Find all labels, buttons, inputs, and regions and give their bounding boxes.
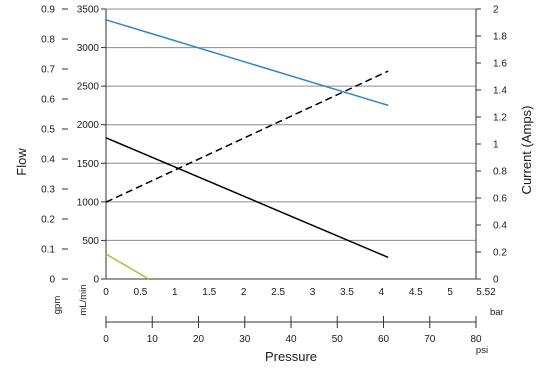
psi-tick-label: 80 [470, 334, 482, 345]
bar-tick-label: 3.5 [340, 287, 354, 298]
axes [62, 8, 481, 328]
psi-tick-label: 10 [147, 334, 159, 345]
bar-tick-label: 4.5 [409, 287, 423, 298]
amps-tick-label: 0.8 [493, 167, 507, 178]
amps-tick-label: 0.6 [493, 194, 507, 205]
psi-tick-label: 60 [378, 334, 390, 345]
gpm-tick-label: 0.1 [41, 245, 55, 256]
mlmin-tick-label: 500 [82, 236, 99, 247]
bar-tick-label: 0.5 [133, 287, 147, 298]
gpm-tick-label: 0.8 [41, 35, 55, 46]
psi-tick-label: 40 [285, 334, 297, 345]
gpm-tick-label: 0.9 [41, 5, 55, 16]
mlmin-tick-label: 1500 [77, 159, 100, 170]
amps-tick-label: 1.4 [493, 86, 507, 97]
psi-tick-label: 50 [332, 334, 344, 345]
mlmin-tick-label: 0 [93, 275, 99, 286]
bar-tick-label: 5.52 [476, 287, 496, 298]
gpm-tick-label: 0.4 [41, 155, 55, 166]
amps-tick-label: 1.6 [493, 59, 507, 70]
gpm-unit-label: gpm [52, 296, 63, 315]
amps-tick-label: 2 [493, 5, 499, 16]
series-line-4 [105, 253, 150, 280]
amps-tick-label: 1.8 [493, 32, 507, 43]
bar-unit-label: bar [490, 307, 504, 318]
amps-tick-label: 0.2 [493, 248, 507, 259]
series-line-2 [105, 137, 389, 259]
amps-tick-label: 0 [493, 275, 499, 286]
bar-tick-label: 2 [241, 287, 247, 298]
gpm-tick-label: 0.6 [41, 95, 55, 106]
tick-labels: 050010001500200025003000350000.10.20.30.… [41, 5, 507, 346]
mlmin-tick-label: 2500 [77, 82, 100, 93]
gpm-tick-label: 0 [49, 275, 55, 286]
mlmin-tick-label: 3000 [77, 43, 100, 54]
mlmin-tick-label: 3500 [77, 5, 100, 16]
bar-tick-label: 1 [172, 287, 178, 298]
psi-tick-label: 70 [424, 334, 436, 345]
psi-unit-label: psi [476, 345, 488, 356]
bar-tick-label: 1.5 [202, 287, 216, 298]
psi-tick-label: 30 [239, 334, 251, 345]
y-axis-title-right: Current (Amps) [519, 106, 534, 195]
series-lines [105, 19, 389, 280]
bar-tick-label: 2.5 [271, 287, 285, 298]
amps-tick-label: 1.2 [493, 113, 507, 124]
bar-tick-label: 0 [103, 287, 109, 298]
gpm-tick-label: 0.3 [41, 185, 55, 196]
amps-tick-label: 0.4 [493, 221, 507, 232]
mlmin-tick-label: 1000 [77, 197, 100, 208]
series-line-3 [105, 70, 389, 203]
x-axis-title: Pressure [265, 349, 317, 364]
bar-tick-label: 4 [379, 287, 385, 298]
bar-tick-label: 5 [447, 287, 453, 298]
mlmin-tick-label: 2000 [77, 120, 100, 131]
gpm-tick-label: 0.2 [41, 215, 55, 226]
mlmin-unit-label: mL/min [78, 284, 89, 315]
psi-tick-label: 20 [193, 334, 205, 345]
gridlines [106, 8, 476, 241]
y-axis-title-left: Flow [14, 148, 29, 176]
series-line-1 [105, 19, 389, 107]
psi-tick-label: 0 [103, 334, 109, 345]
gpm-tick-label: 0.5 [41, 125, 55, 136]
bar-tick-label: 3 [310, 287, 316, 298]
gpm-tick-label: 0.7 [41, 65, 55, 76]
amps-tick-label: 1 [493, 140, 499, 151]
